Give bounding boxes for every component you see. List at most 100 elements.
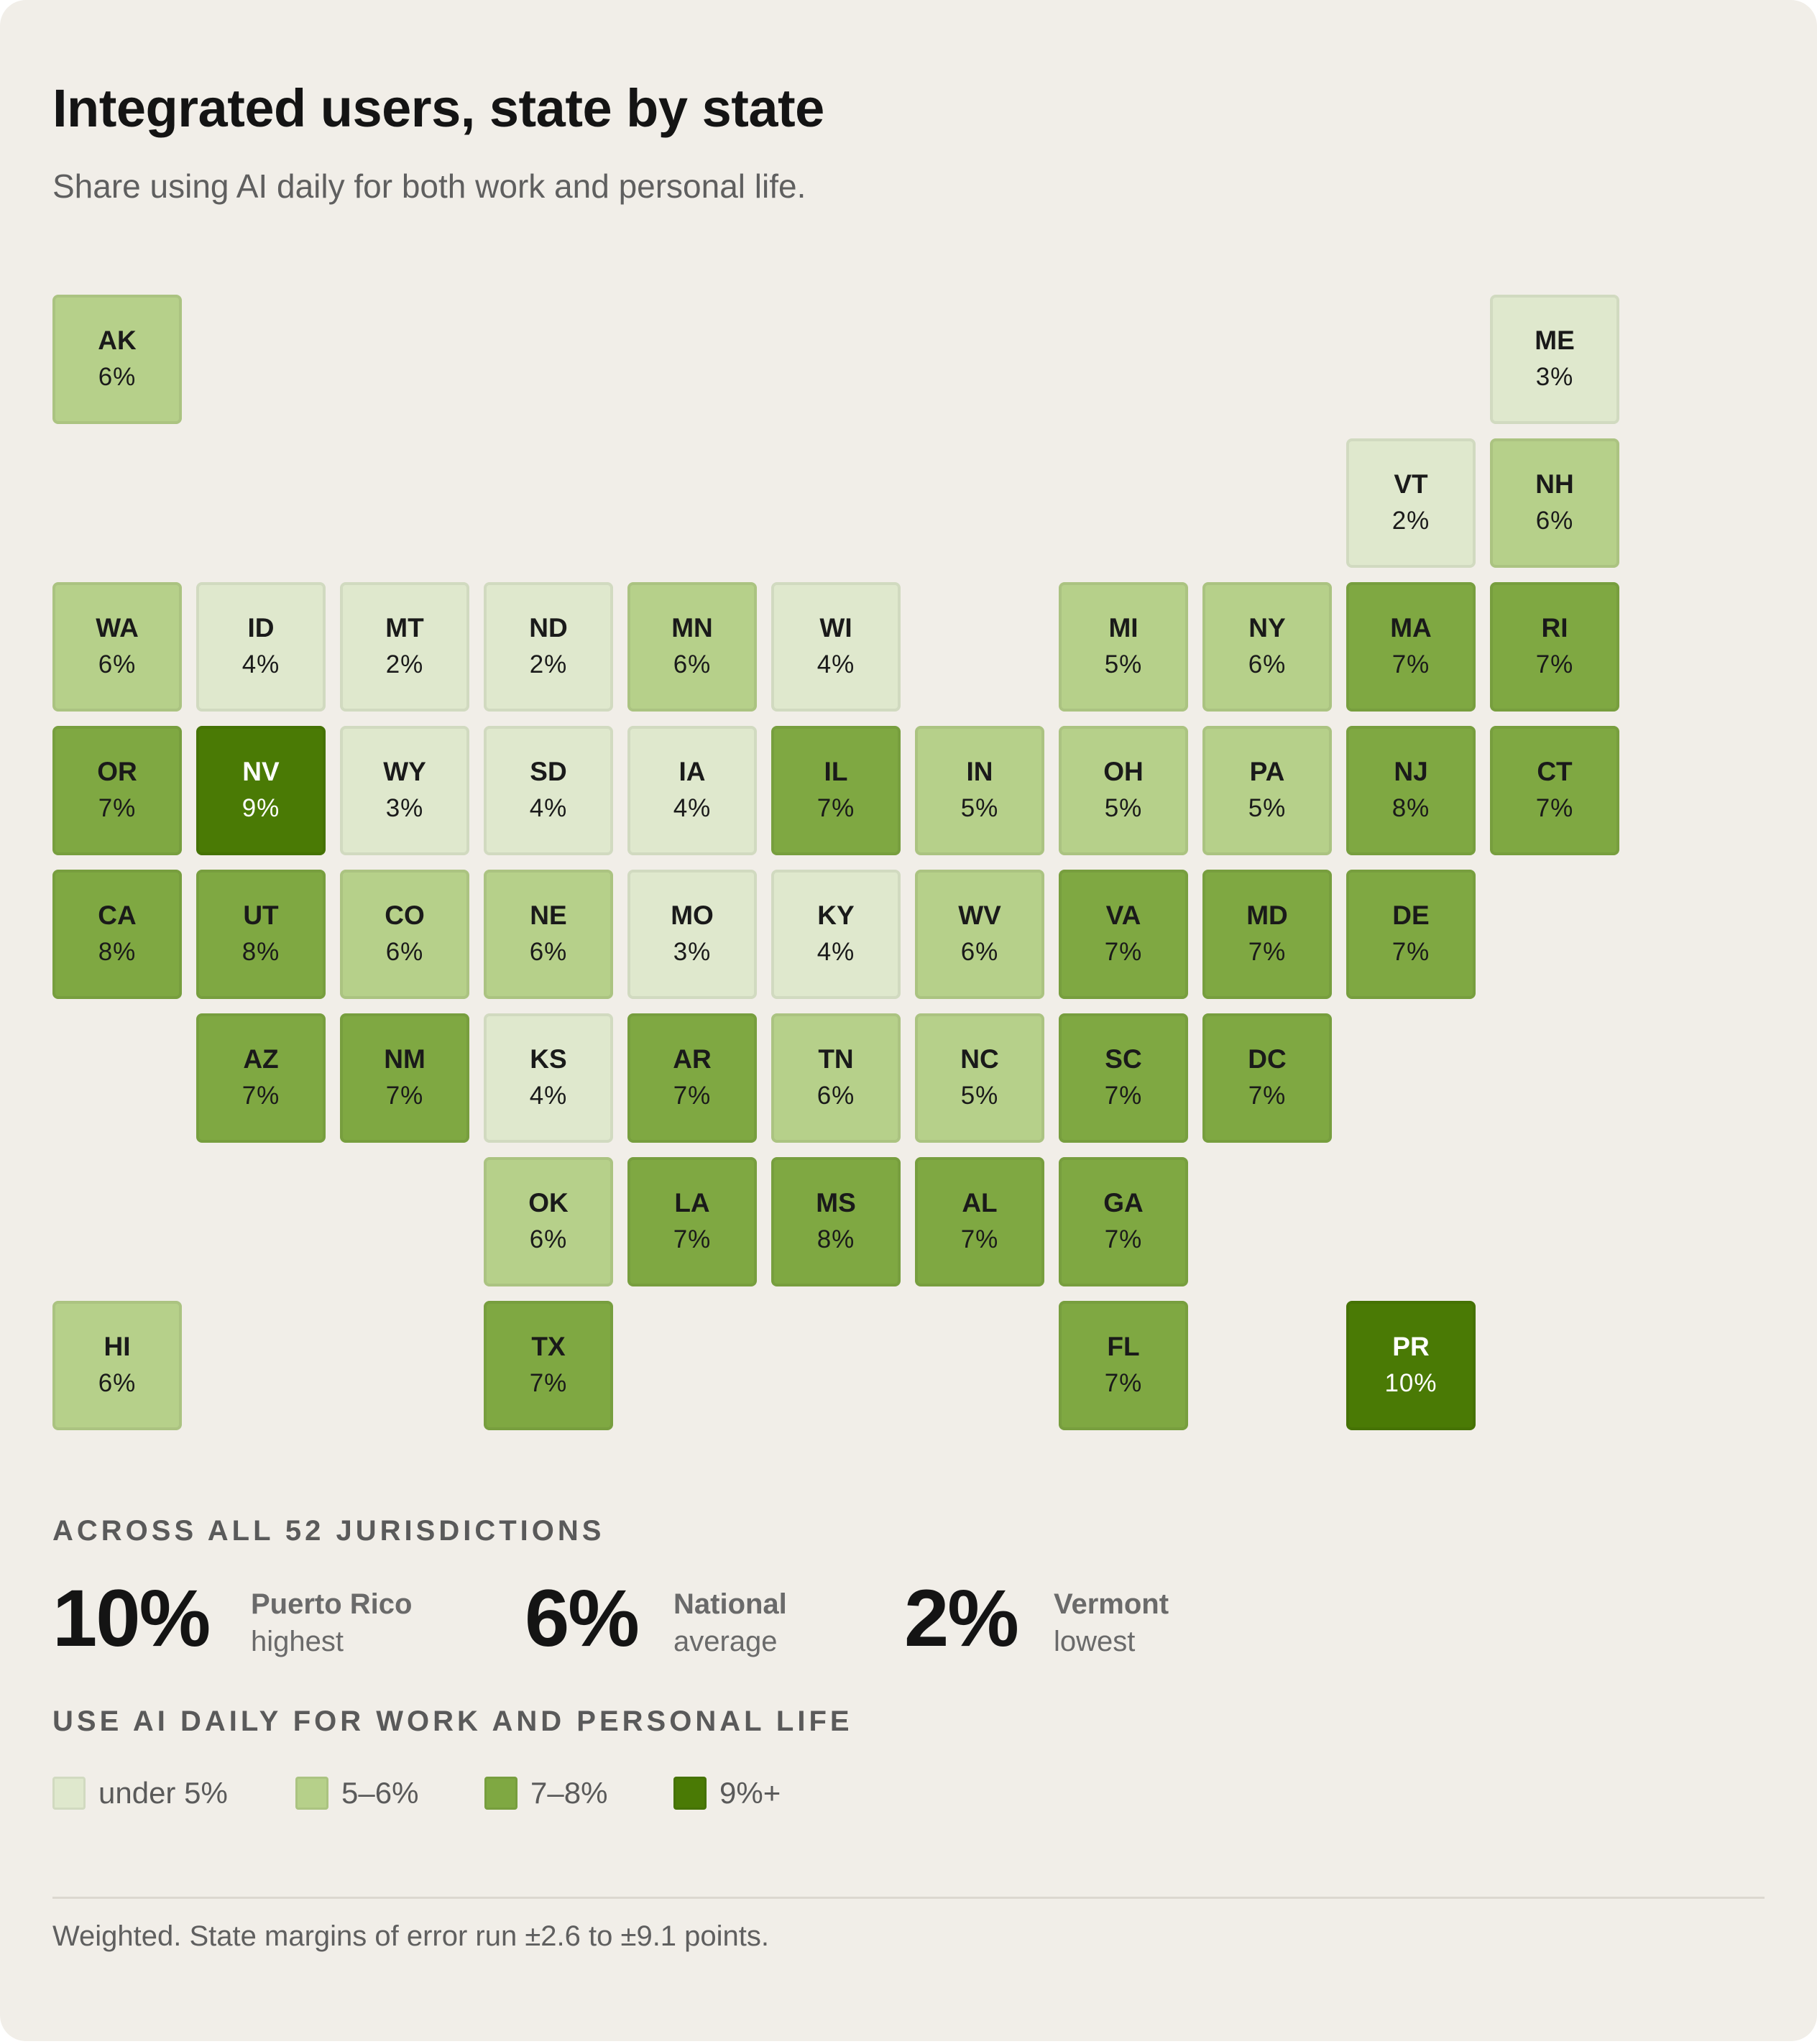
state-value: 8% [1392,794,1430,822]
state-abbr: AZ [243,1044,279,1074]
state-abbr: DE [1392,901,1430,930]
state-tile-ok: OK 6% [484,1157,613,1286]
state-abbr: IN [966,757,993,786]
state-abbr: FL [1107,1332,1140,1361]
state-abbr: WI [819,613,852,643]
stat-highest-desc: highest [251,1626,344,1657]
chart-title: Integrated users, state by state [52,78,824,138]
state-abbr: OH [1103,757,1144,786]
state-tile-nc: NC 5% [915,1013,1044,1143]
legend-text: 5–6% [341,1776,419,1810]
state-value: 6% [98,363,137,391]
state-tile-me: ME 3% [1490,295,1619,424]
state-value: 6% [673,650,712,678]
state-value: 7% [1248,938,1287,966]
state-abbr: WY [383,757,426,786]
state-value: 7% [673,1082,712,1110]
state-value: 8% [816,1225,855,1253]
state-tile-fl: FL 7% [1059,1301,1188,1430]
state-tile-ia: IA 4% [627,726,757,855]
state-tile-dc: DC 7% [1202,1013,1332,1143]
state-tile-la: LA 7% [627,1157,757,1286]
state-abbr: IL [824,757,848,786]
state-abbr: ID [247,613,275,643]
state-abbr: CO [385,901,425,930]
state-value: 3% [385,794,424,822]
state-abbr: NH [1535,469,1574,499]
state-value: 7% [673,1225,712,1253]
state-abbr: GA [1103,1188,1144,1217]
legend-text: 7–8% [530,1776,608,1810]
state-value: 7% [242,1082,280,1110]
state-value: 2% [385,650,424,678]
state-tile-nh: NH 6% [1490,438,1619,568]
stat-lowest-place: Vermont [1054,1588,1169,1620]
state-abbr: VA [1105,901,1141,930]
stat-average-value: 6% [525,1573,640,1663]
state-abbr: MA [1390,613,1432,643]
state-value: 7% [1104,1369,1143,1397]
state-abbr: HI [104,1332,131,1361]
state-tile-sc: SC 7% [1059,1013,1188,1143]
state-value: 2% [1392,507,1430,535]
state-value: 6% [816,1082,855,1110]
state-tile-nd: ND 2% [484,582,613,712]
state-abbr: ME [1535,326,1575,355]
state-value: 5% [960,794,999,822]
state-tile-or: OR 7% [52,726,182,855]
state-value: 5% [960,1082,999,1110]
state-abbr: LA [674,1188,710,1217]
state-tile-va: VA 7% [1059,870,1188,999]
state-value: 7% [1248,1082,1287,1110]
state-abbr: TN [818,1044,854,1074]
stat-average-place: National [673,1588,787,1620]
legend-swatch [295,1777,328,1810]
state-value: 6% [529,1225,568,1253]
state-value: 9% [242,794,280,822]
state-value: 7% [529,1369,568,1397]
state-abbr: TX [531,1332,566,1361]
state-value: 6% [1535,507,1574,535]
state-tile-wa: WA 6% [52,582,182,712]
state-value: 7% [1535,650,1574,678]
state-tile-tn: TN 6% [771,1013,901,1143]
footnote: Weighted. State margins of error run ±2.… [52,1920,770,1952]
state-tile-ny: NY 6% [1202,582,1332,712]
state-abbr: AK [98,326,137,355]
state-tile-ne: NE 6% [484,870,613,999]
state-abbr: NE [530,901,567,930]
state-tile-mo: MO 3% [627,870,757,999]
state-abbr: MD [1246,901,1288,930]
state-value: 4% [242,650,280,678]
state-value: 6% [960,938,999,966]
state-tile-mt: MT 2% [340,582,469,712]
state-abbr: MI [1108,613,1138,643]
state-abbr: WA [96,613,139,643]
state-value: 3% [673,938,712,966]
state-tile-id: ID 4% [196,582,326,712]
state-value: 4% [816,938,855,966]
state-abbr: NC [960,1044,999,1074]
state-tile-ga: GA 7% [1059,1157,1188,1286]
state-value: 7% [1535,794,1574,822]
state-tile-ak: AK 6% [52,295,182,424]
state-value: 7% [98,794,137,822]
state-tile-ma: MA 7% [1346,582,1476,712]
state-value: 5% [1104,650,1143,678]
state-tile-tx: TX 7% [484,1301,613,1430]
state-value: 7% [1104,1225,1143,1253]
legend-swatch [484,1777,518,1810]
state-value: 6% [98,650,137,678]
state-tile-sd: SD 4% [484,726,613,855]
state-tile-in: IN 5% [915,726,1044,855]
state-value: 7% [1104,1082,1143,1110]
state-abbr: DC [1248,1044,1287,1074]
state-tile-ut: UT 8% [196,870,326,999]
state-abbr: MO [671,901,714,930]
state-tile-wi: WI 4% [771,582,901,712]
stat-lowest-value: 2% [904,1573,1019,1663]
divider [52,1897,1765,1899]
state-tile-ms: MS 8% [771,1157,901,1286]
state-tile-wy: WY 3% [340,726,469,855]
state-tile-mn: MN 6% [627,582,757,712]
